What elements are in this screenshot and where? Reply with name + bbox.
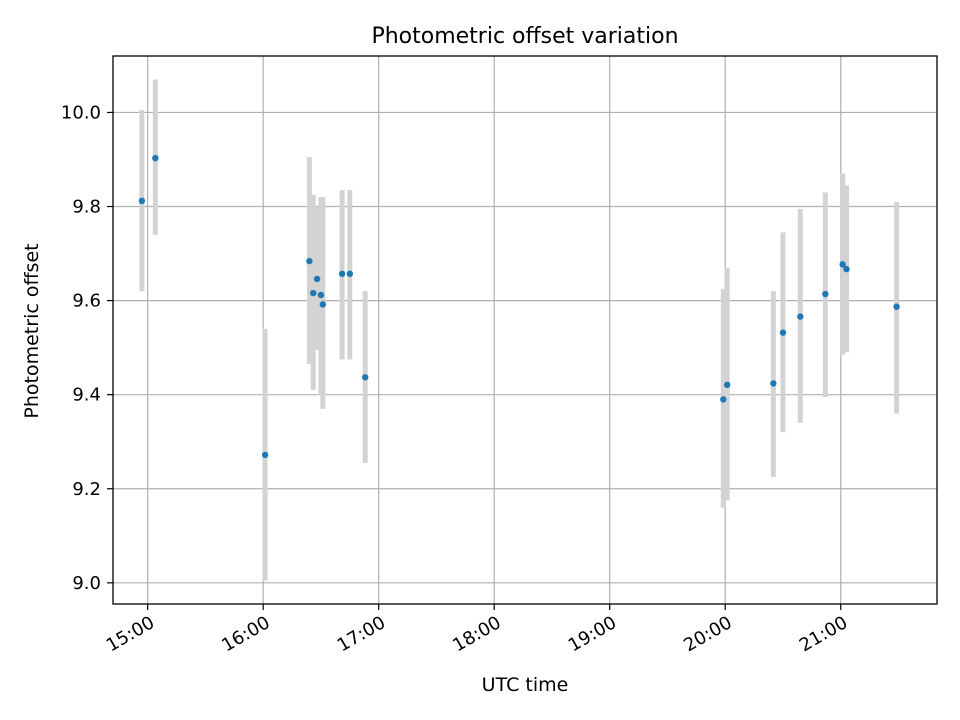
data-point: [319, 301, 327, 308]
data-point: [797, 313, 804, 320]
y-tick-label: 9.4: [72, 385, 101, 406]
x-tick-label: 15:00: [103, 612, 158, 656]
data-point: [346, 270, 354, 277]
data-point: [317, 291, 325, 299]
x-tick-label: 20:00: [680, 612, 735, 656]
data-point: [310, 289, 317, 297]
x-tick-label: 19:00: [565, 612, 620, 656]
data-point: [843, 265, 850, 273]
x-tick-label: 21:00: [796, 612, 851, 656]
data-point: [770, 380, 777, 387]
chart-title: Photometric offset variation: [371, 24, 678, 49]
y-tick-label: 9.0: [72, 573, 101, 594]
data-point: [306, 257, 313, 265]
data-point: [723, 381, 731, 388]
y-tick-label: 9.6: [72, 291, 101, 312]
x-tick-label: 17:00: [334, 612, 389, 656]
data-point: [720, 396, 727, 403]
y-tick-label: 9.2: [72, 479, 101, 500]
data-point: [338, 270, 346, 277]
data-point: [138, 197, 146, 205]
data-points: [138, 154, 900, 459]
x-axis-ticks: 15:00 16:00 17:00 18:00 19:00 20:00 21:00: [103, 604, 851, 656]
data-point: [893, 303, 900, 310]
data-point: [261, 451, 269, 459]
data-point: [822, 290, 829, 298]
grid-lines: [113, 56, 937, 604]
x-tick-label: 16:00: [218, 612, 273, 656]
y-axis-ticks: 9.0 9.2 9.4 9.6 9.8 10.0: [61, 102, 113, 594]
y-tick-label: 9.8: [72, 197, 101, 218]
y-tick-label: 10.0: [61, 102, 101, 123]
y-axis-label: Photometric offset: [21, 243, 43, 418]
data-point: [313, 275, 321, 283]
data-point: [839, 261, 846, 268]
x-axis-label: UTC time: [482, 674, 569, 696]
x-tick-label: 18:00: [449, 612, 504, 656]
data-point: [779, 329, 787, 336]
data-point: [152, 154, 159, 162]
plot-frame: [112, 55, 938, 605]
data-point: [362, 374, 369, 381]
